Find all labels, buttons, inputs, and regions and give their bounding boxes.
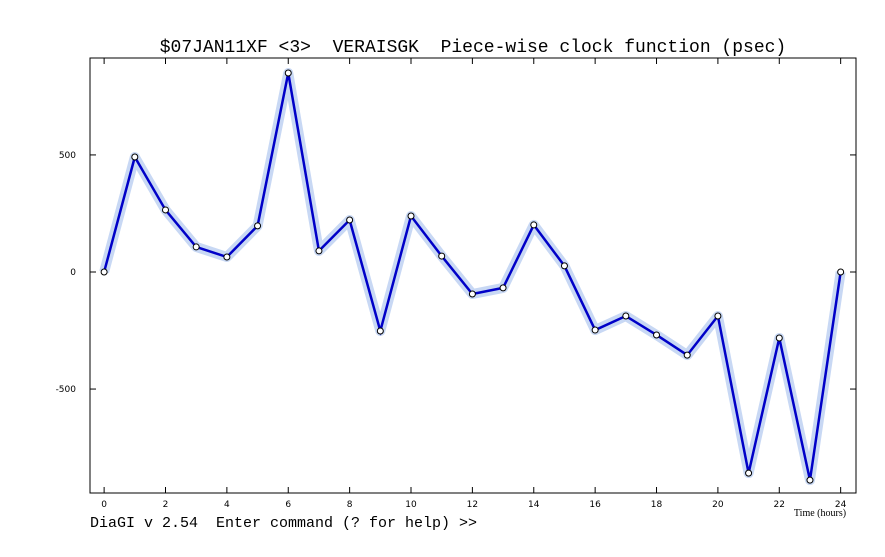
y-tick-label: 0	[70, 268, 76, 278]
x-tick-label: 24	[835, 500, 847, 510]
point	[560, 262, 568, 270]
point	[499, 284, 507, 292]
point	[438, 252, 446, 260]
point	[653, 331, 661, 339]
x-tick-label: 8	[347, 500, 353, 510]
point	[775, 334, 783, 342]
point	[376, 327, 384, 335]
x-axis-label: Time (hours)	[794, 508, 846, 519]
point	[745, 469, 753, 477]
x-tick-label: 16	[589, 500, 601, 510]
x-tick-label: 2	[163, 500, 169, 510]
x-tick-label: 6	[285, 500, 291, 510]
x-tick-label: 0	[101, 500, 107, 510]
y-tick-label: 500	[59, 151, 76, 161]
x-tick-label: 22	[774, 500, 785, 510]
point	[131, 153, 139, 161]
status-line: DiaGI v 2.54 Enter command (? for help) …	[90, 515, 477, 532]
point	[407, 212, 415, 220]
point	[254, 222, 262, 230]
y-tick-label: -500	[56, 385, 77, 395]
x-tick-label: 18	[651, 500, 663, 510]
x-tick-label: 10	[405, 500, 417, 510]
x-tick-label: 14	[528, 500, 540, 510]
point	[346, 216, 354, 224]
x-tick-label: 4	[224, 500, 230, 510]
point	[622, 312, 630, 320]
point	[683, 351, 691, 359]
point	[192, 243, 200, 251]
point	[100, 268, 108, 276]
x-tick-label: 20	[712, 500, 724, 510]
point	[806, 476, 814, 484]
x-tick-label: 12	[467, 500, 478, 510]
point	[837, 268, 845, 276]
point	[468, 290, 476, 298]
plot-frame	[89, 57, 857, 494]
point	[161, 206, 169, 214]
point	[223, 253, 231, 261]
point	[714, 312, 722, 320]
point	[530, 221, 538, 229]
point	[284, 69, 292, 77]
chart-title: $07JAN11XF <3> VERAISGK Piece-wise clock…	[160, 38, 787, 58]
point	[315, 247, 323, 255]
point	[591, 326, 599, 334]
line	[102, 72, 842, 481]
error-band	[99, 67, 846, 486]
